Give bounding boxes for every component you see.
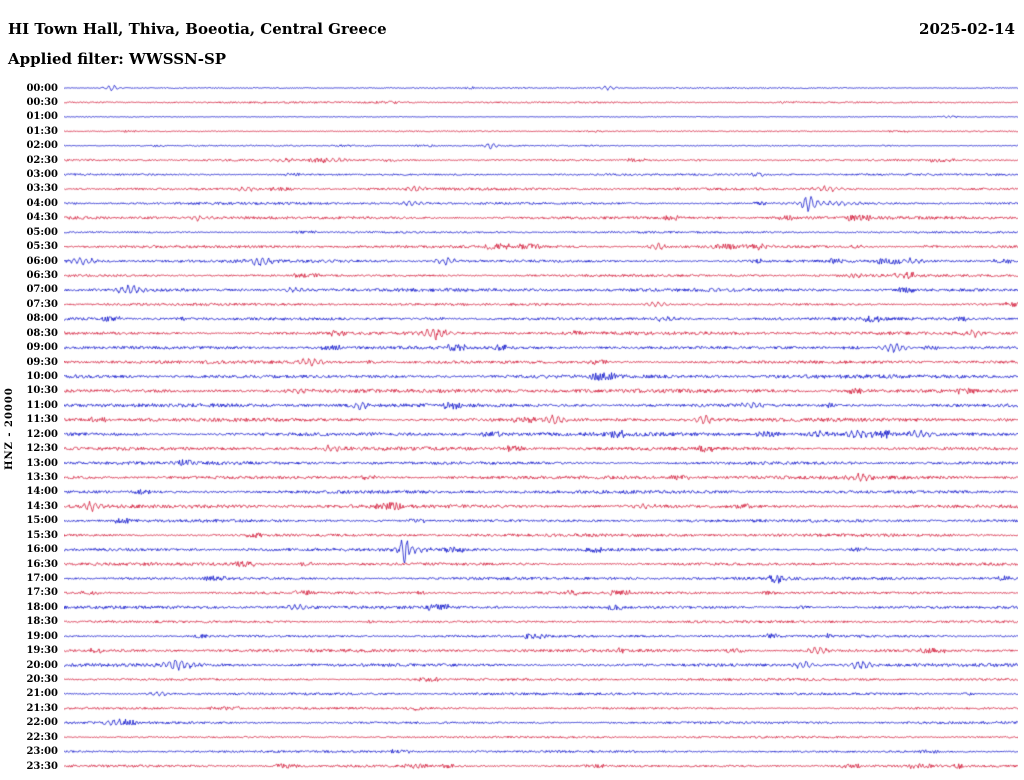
time-label: 11:30 bbox=[26, 414, 58, 426]
time-label: 21:30 bbox=[26, 702, 58, 714]
time-label: 10:00 bbox=[26, 371, 58, 382]
helicorder-plot: HNZ - 20000 00:00 00:30 01:00 01:30 02:00 02:… bbox=[0, 80, 1024, 780]
time-label: 12:30 bbox=[26, 443, 58, 455]
time-label: 07:30 bbox=[26, 298, 58, 310]
time-label: 02:00 bbox=[26, 140, 58, 152]
time-label: 23:00 bbox=[26, 746, 58, 758]
time-label: 00:00 bbox=[26, 82, 58, 94]
trace-canvas bbox=[64, 80, 1018, 780]
time-label: 03:00 bbox=[26, 169, 58, 181]
time-label: 19:30 bbox=[26, 645, 58, 657]
time-label: 18:00 bbox=[26, 601, 58, 613]
time-label: 16:00 bbox=[26, 544, 58, 556]
station-title: HI Town Hall, Thiva, Boeotia, Central Gr… bbox=[8, 20, 387, 38]
time-label: 21:00 bbox=[26, 688, 58, 700]
time-label: 18:30 bbox=[26, 616, 58, 628]
time-label: 05:00 bbox=[26, 226, 58, 238]
time-label: 04:00 bbox=[26, 197, 58, 209]
time-label: 20:30 bbox=[26, 673, 58, 685]
time-label: 04:30 bbox=[26, 212, 58, 224]
time-label: 08:00 bbox=[26, 313, 58, 325]
time-label: 02:30 bbox=[26, 154, 58, 166]
time-label: 06:00 bbox=[26, 255, 58, 267]
time-label: 15:30 bbox=[26, 529, 58, 541]
time-label: 22:00 bbox=[26, 717, 58, 729]
time-label: 07:00 bbox=[26, 284, 58, 296]
time-label: 14:00 bbox=[26, 486, 58, 498]
time-label: 16:30 bbox=[26, 558, 58, 570]
time-label: 11:00 bbox=[26, 399, 58, 411]
time-label: 00:30 bbox=[26, 96, 58, 108]
time-label: 12:00 bbox=[26, 428, 58, 440]
time-label: 13:00 bbox=[26, 457, 58, 469]
time-label: 05:30 bbox=[26, 241, 58, 253]
time-label: 23:30 bbox=[26, 760, 58, 772]
filter-label: Applied filter: WWSSN-SP bbox=[8, 50, 227, 68]
time-label: 09:30 bbox=[26, 356, 58, 368]
time-label: 01:00 bbox=[26, 111, 58, 123]
time-label: 10:30 bbox=[26, 385, 58, 397]
time-label: 20:00 bbox=[26, 659, 58, 671]
time-label: 06:30 bbox=[26, 270, 58, 282]
time-label: 17:30 bbox=[26, 587, 58, 599]
record-date: 2025-02-14 bbox=[919, 20, 1015, 38]
time-label: 19:00 bbox=[26, 630, 58, 642]
time-label: 01:30 bbox=[26, 125, 58, 137]
time-label: 17:00 bbox=[26, 572, 58, 584]
time-label: 15:00 bbox=[26, 515, 58, 527]
time-label: 22:30 bbox=[26, 731, 58, 743]
time-label: 14:30 bbox=[26, 500, 58, 512]
time-label: 13:30 bbox=[26, 471, 58, 483]
time-label: 09:00 bbox=[26, 342, 58, 354]
time-label: 03:30 bbox=[26, 183, 58, 195]
time-label: 08:30 bbox=[26, 327, 58, 339]
